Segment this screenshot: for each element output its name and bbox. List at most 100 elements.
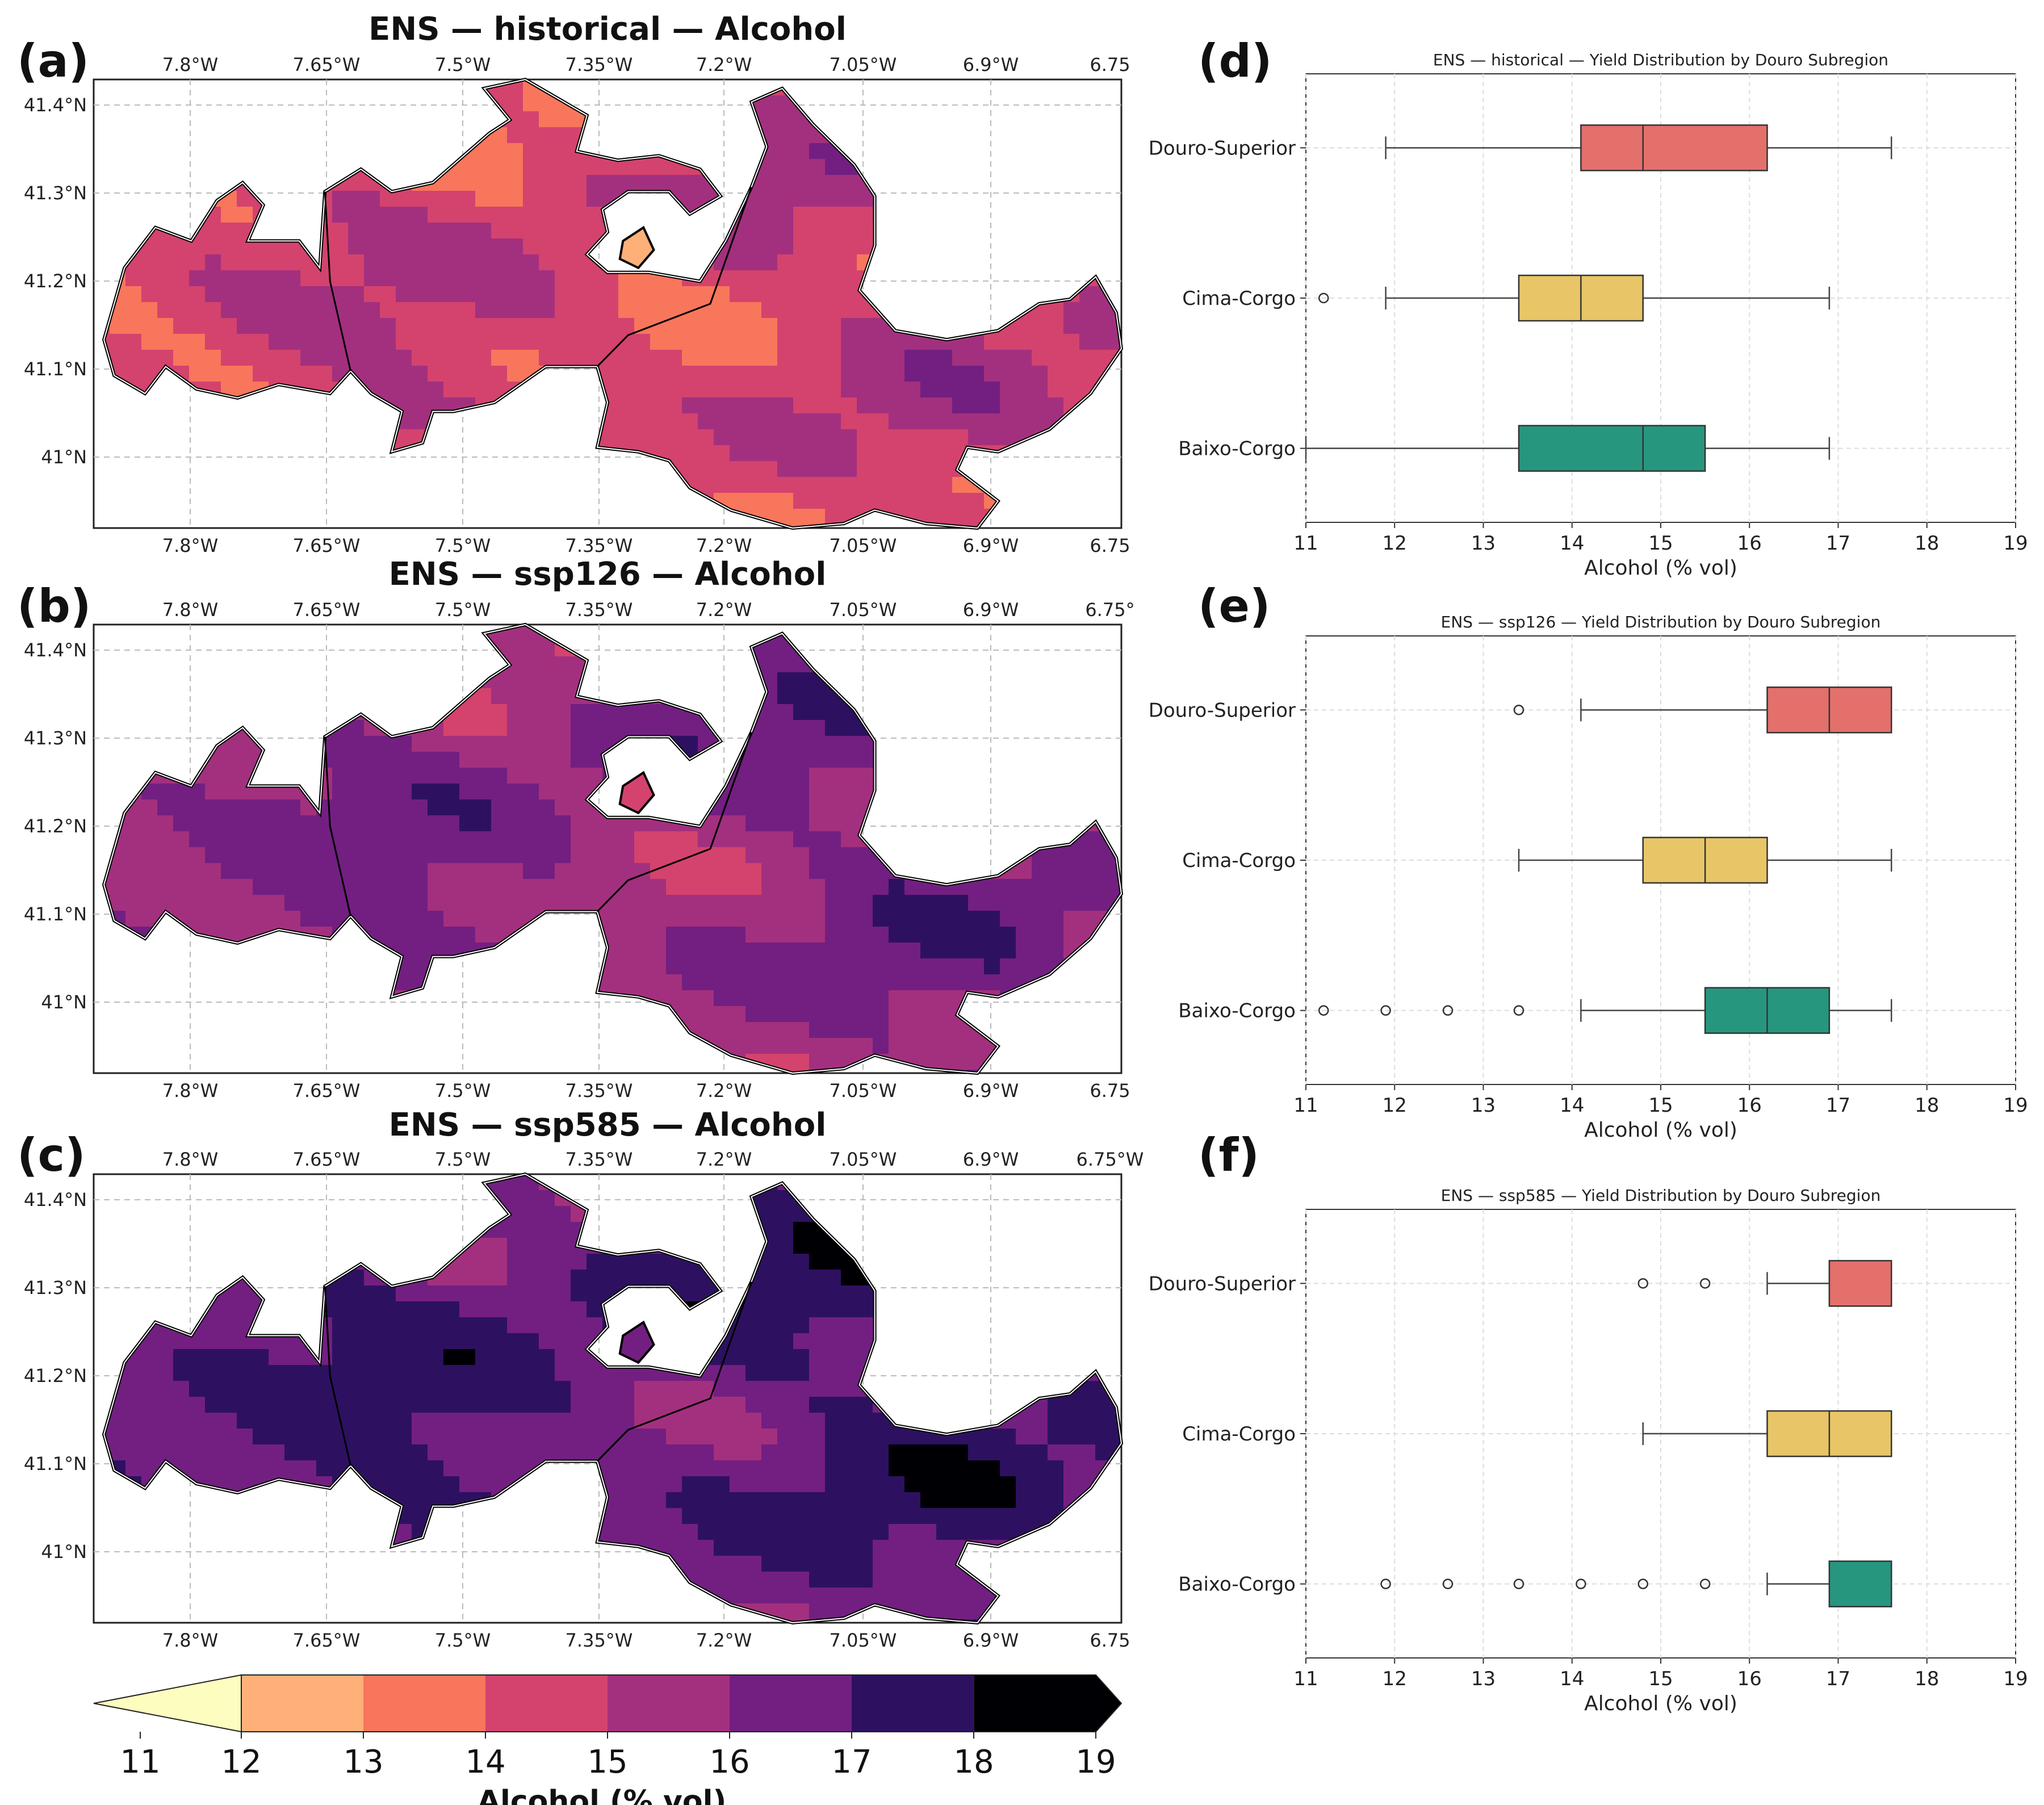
map-cell — [507, 704, 523, 721]
map-cell — [507, 254, 523, 271]
map-cell — [698, 1022, 714, 1038]
map-cell — [189, 799, 206, 816]
map-cell — [173, 799, 190, 816]
map-cell — [666, 175, 682, 191]
map-cell — [428, 1301, 444, 1318]
map-cell — [952, 974, 969, 991]
map-cell — [745, 254, 762, 271]
map-cell — [1095, 350, 1112, 366]
map-cell — [555, 799, 571, 816]
map-cell — [1048, 927, 1064, 943]
map-cell — [1016, 895, 1032, 911]
map-cell — [730, 1413, 746, 1429]
map-cell — [459, 815, 476, 832]
map-cell — [189, 1444, 206, 1461]
map-cell — [904, 493, 921, 509]
map-cell — [539, 1206, 555, 1222]
map-cell — [523, 1190, 539, 1207]
map-cell — [348, 784, 365, 800]
map-cell — [380, 863, 396, 880]
map-cell — [507, 1270, 523, 1286]
map-cell — [857, 1285, 873, 1302]
map-cell — [364, 911, 380, 927]
map-cell — [300, 1365, 317, 1381]
map-cell — [920, 974, 937, 991]
map-cell — [125, 863, 142, 880]
map-cell — [714, 429, 730, 446]
map-cell — [777, 493, 794, 509]
map-cell — [459, 302, 476, 319]
map-cell — [777, 831, 794, 848]
map-cell — [237, 366, 253, 382]
map-cell — [348, 207, 365, 223]
map-cell — [841, 413, 857, 430]
map-cell — [984, 382, 1000, 398]
map-cell — [412, 768, 428, 784]
map-cell — [793, 207, 810, 223]
map-cell — [889, 366, 905, 382]
map-cell — [1000, 350, 1016, 366]
map-cell — [889, 413, 905, 430]
map-cell — [602, 863, 619, 880]
map-cell — [714, 477, 730, 493]
map-cell — [523, 95, 539, 112]
map-cell — [666, 974, 682, 991]
map-cell — [221, 366, 237, 382]
map-cell — [459, 927, 476, 943]
map-cell — [618, 1270, 635, 1286]
map-cell — [348, 302, 365, 319]
map-cell — [730, 397, 746, 414]
map-cell — [904, 895, 921, 911]
map-cell — [825, 1301, 841, 1318]
map-cell — [539, 302, 555, 319]
map-cell — [825, 318, 841, 334]
map-cell — [571, 302, 587, 319]
map-cell — [332, 207, 349, 223]
map-cell — [348, 831, 365, 848]
map-cell — [904, 334, 921, 350]
map-cell — [889, 382, 905, 398]
map-cell — [1032, 927, 1048, 943]
map-cell — [173, 1397, 190, 1413]
map-cell — [412, 927, 428, 943]
map-cell — [523, 1285, 539, 1302]
map-cell — [380, 831, 396, 848]
map-cell — [984, 366, 1000, 382]
map-cell — [428, 831, 444, 848]
map-cell — [237, 895, 253, 911]
map-cell — [428, 238, 444, 255]
map-cell — [348, 1317, 365, 1334]
map-cell — [507, 879, 523, 895]
lon-tick-bottom: 7.35°W — [566, 1080, 633, 1102]
lon-tick-bottom: 6.9°W — [963, 1080, 1019, 1102]
map-cell — [952, 382, 969, 398]
map-cell — [777, 397, 794, 414]
map-cell — [539, 1349, 555, 1366]
map-cell — [936, 1054, 953, 1070]
map-cell — [825, 1022, 841, 1038]
map-cell — [809, 974, 826, 991]
map-cell — [491, 1301, 508, 1318]
map-cell — [523, 831, 539, 848]
map-cell — [793, 413, 810, 430]
map-cell — [698, 895, 714, 911]
map-cell — [507, 1301, 523, 1318]
map-cell — [253, 879, 269, 895]
map-cell — [555, 1270, 571, 1286]
map-cell — [221, 752, 237, 768]
map-cell — [745, 879, 762, 895]
map-cell — [936, 990, 953, 1007]
map-cell — [284, 1381, 301, 1397]
map-cell — [777, 302, 794, 319]
map-cell — [443, 847, 460, 864]
map-cell — [698, 413, 714, 430]
map-cell — [682, 350, 698, 366]
map-cell — [428, 254, 444, 271]
map-cell — [412, 831, 428, 848]
map-cell — [825, 159, 841, 175]
map-cell — [666, 429, 682, 446]
map-cell — [555, 1254, 571, 1270]
map-cell — [618, 286, 635, 303]
map-cell — [745, 752, 762, 768]
map-cell — [809, 927, 826, 943]
